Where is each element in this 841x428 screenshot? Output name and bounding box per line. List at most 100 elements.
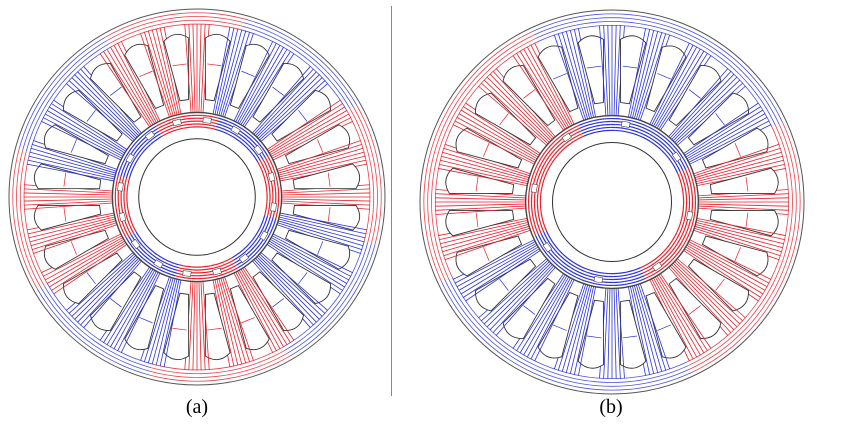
rotor-shaft-hole: [551, 141, 673, 263]
rotor-flux-contour: [663, 147, 668, 153]
rotor-flux-contour: [130, 234, 135, 240]
rotor-flux-contour: [652, 257, 658, 262]
stator-slot: [445, 167, 515, 194]
rotor-magnet-pocket: [267, 172, 276, 182]
rotor-flux-contour: [537, 184, 541, 190]
yoke-flux-contour: [25, 242, 32, 258]
yoke-flux-contour: [452, 96, 462, 111]
yoke-flux-contour: [533, 368, 550, 376]
rotor-flux-contour: [595, 127, 601, 130]
tooth-flux-line: [654, 276, 701, 356]
rotor-flux-contour: [237, 135, 242, 140]
rotor-flux-contour: [539, 168, 543, 175]
rotor-magnet-pocket: [153, 259, 164, 269]
rotor-flux-contour: [585, 268, 591, 271]
slot-flux-bar: [207, 63, 222, 67]
rotor-flux-contour: [633, 274, 639, 278]
yoke-flux-contour: [71, 61, 84, 73]
rotor-flux-contour: [568, 127, 574, 132]
tooth-flux-line: [113, 44, 157, 123]
rotor-flux-contour: [133, 150, 138, 156]
yoke-flux-contour: [744, 68, 757, 82]
rotor-flux-contour: [655, 141, 661, 146]
tooth-flux-line: [68, 253, 135, 314]
rotor-flux-contour: [559, 148, 565, 153]
rotor-flux-contour: [581, 131, 587, 135]
rotor-flux-contour: [144, 141, 150, 146]
rotor-flux-contour: [239, 249, 244, 254]
tooth-flux-line: [279, 216, 366, 239]
tooth-flux-line: [270, 238, 348, 284]
yoke-flux-contour: [22, 243, 28, 259]
rotor-magnet-pocket: [202, 117, 212, 124]
rotor-flux-contour: [675, 250, 680, 257]
rotor-flux-contour: [573, 125, 579, 129]
rotor-flux-contour: [535, 161, 540, 167]
rotor-flux-contour: [645, 128, 651, 132]
yoke-flux-contour: [793, 234, 798, 251]
yoke-flux-contour: [643, 375, 659, 381]
rotor-flux-contour: [630, 123, 637, 126]
tooth-flux-line: [147, 278, 174, 364]
rotor-flux-contour: [560, 255, 565, 260]
rotor-flux-contour: [677, 172, 680, 178]
yoke-flux-contour: [164, 378, 181, 381]
yoke-flux-contour: [503, 355, 519, 366]
yoke-flux-contour: [30, 122, 38, 137]
yoke-flux-contour: [104, 29, 120, 38]
yoke-flux-contour: [713, 56, 726, 67]
rotor-flux-contour: [646, 138, 651, 143]
yoke-flux-contour: [596, 381, 613, 383]
rotor-flux-contour: [534, 224, 537, 230]
rotor-flux-contour: [136, 146, 141, 152]
rotor-flux-contour: [679, 234, 683, 240]
yoke-flux-contour: [356, 257, 364, 272]
tooth-flux-line: [565, 285, 591, 373]
rotor-flux-contour: [594, 270, 600, 274]
rotor-flux-contour: [137, 248, 142, 254]
yoke-flux-contour: [433, 155, 439, 171]
rotor-flux-contour: [207, 276, 214, 279]
tooth-flux-line: [220, 278, 247, 364]
rotor-flux-contour: [244, 248, 250, 253]
tooth-flux-line: [654, 48, 701, 128]
rotor-flux-contour: [578, 135, 584, 140]
yoke-flux-contour: [37, 91, 47, 106]
yoke-flux-contour: [23, 259, 31, 276]
yoke-flux-contour: [36, 108, 45, 123]
rotor-flux-contour: [693, 189, 696, 195]
tooth-flux-line: [687, 116, 768, 161]
stator-slot: [163, 33, 190, 102]
rotor-flux-contour: [653, 143, 659, 148]
rotor-flux-contour: [586, 281, 593, 284]
yoke-flux-contour: [166, 366, 182, 370]
yoke-flux-contour: [703, 352, 718, 362]
tooth-flux-line: [155, 279, 178, 366]
rotor-flux-contour: [637, 134, 643, 138]
slot-flux-bar: [86, 109, 96, 122]
rotor-flux-contour: [661, 253, 667, 258]
yoke-flux-contour: [123, 353, 138, 360]
rotor-flux-contour: [275, 175, 278, 182]
rotor-flux-contour: [665, 249, 670, 254]
rotor-flux-contour: [677, 161, 682, 167]
yoke-flux-contour: [33, 106, 42, 121]
rotor-flux-contour: [676, 239, 681, 244]
yoke-flux-contour: [730, 332, 743, 344]
yoke-flux-contour: [481, 332, 494, 344]
rotor-flux-contour: [577, 274, 584, 278]
rotor-flux-contour: [183, 126, 188, 129]
yoke-flux-contour: [61, 310, 73, 323]
rotor-flux-contour: [629, 278, 635, 282]
rotor-flux-contour: [579, 125, 585, 129]
tooth-flux-line: [440, 222, 529, 245]
rotor-flux-contour: [642, 136, 647, 140]
yoke-flux-contour: [19, 181, 22, 198]
yoke-flux-contour: [321, 310, 333, 323]
rotor-flux-contour: [545, 236, 549, 242]
yoke-flux-contour: [378, 213, 381, 230]
rotor-flux-contour: [566, 142, 572, 147]
rotor-flux-contour: [228, 120, 234, 125]
rotor-flux-contour: [541, 217, 544, 223]
tooth-flux-line: [255, 257, 317, 323]
